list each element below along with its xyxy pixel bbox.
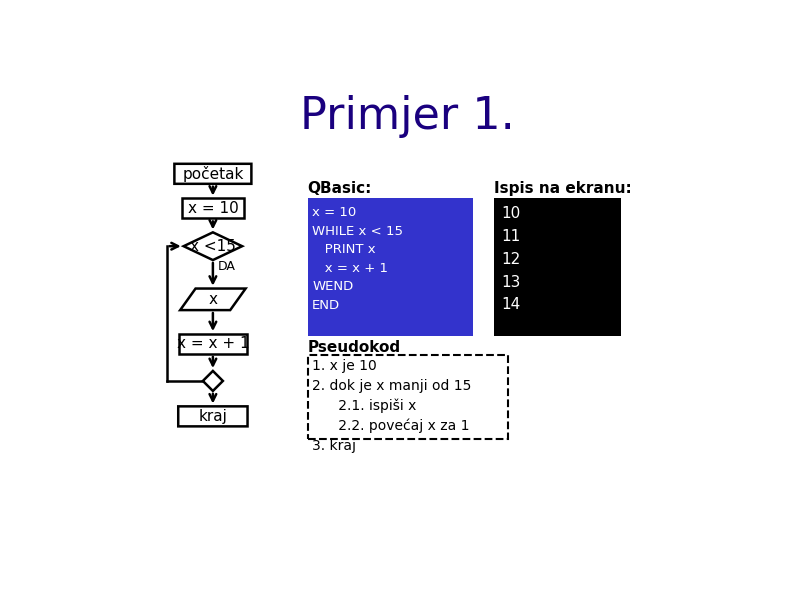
Text: kraj: kraj xyxy=(198,409,227,424)
Text: x <15: x <15 xyxy=(190,239,236,253)
Text: Primjer 1.: Primjer 1. xyxy=(299,95,515,137)
Polygon shape xyxy=(183,232,242,260)
Bar xyxy=(182,199,244,218)
Bar xyxy=(179,334,247,354)
Bar xyxy=(307,355,508,440)
Text: DA: DA xyxy=(218,259,235,273)
Text: 1. x je 10
2. dok je x manji od 15
      2.1. ispiši x
      2.2. povećaj x za 1: 1. x je 10 2. dok je x manji od 15 2.1. … xyxy=(312,359,472,453)
FancyBboxPatch shape xyxy=(178,406,248,427)
Text: x = 10
WHILE x < 15
   PRINT x
   x = x + 1
WEND
END: x = 10 WHILE x < 15 PRINT x x = x + 1 WE… xyxy=(312,206,403,312)
Bar xyxy=(494,199,621,336)
Text: Ispis na ekranu:: Ispis na ekranu: xyxy=(494,181,632,196)
Text: Pseudokod: Pseudokod xyxy=(307,340,401,355)
Text: x = 10: x = 10 xyxy=(187,201,238,216)
Polygon shape xyxy=(203,371,223,391)
Text: x = x + 1: x = x + 1 xyxy=(176,337,249,352)
Text: QBasic:: QBasic: xyxy=(307,181,372,196)
FancyBboxPatch shape xyxy=(175,164,252,184)
Bar xyxy=(307,199,473,336)
Text: x: x xyxy=(208,292,218,307)
Text: početak: početak xyxy=(182,166,244,182)
Polygon shape xyxy=(180,289,245,310)
Text: 10
11
12
13
14: 10 11 12 13 14 xyxy=(502,206,521,312)
